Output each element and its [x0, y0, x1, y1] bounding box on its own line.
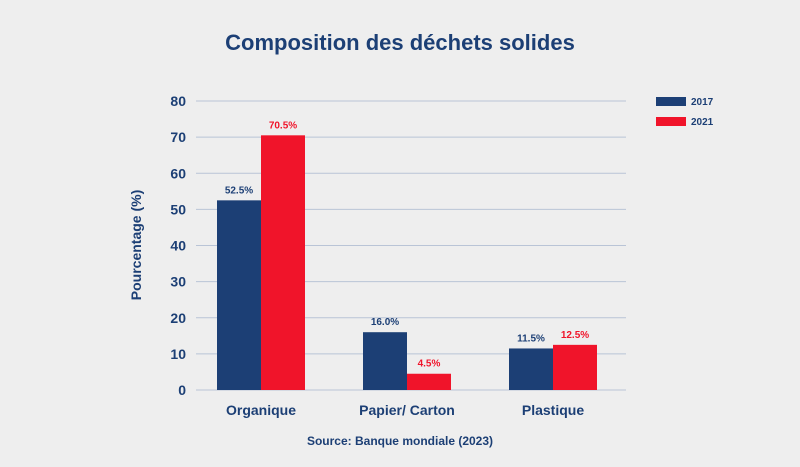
- bar-2017-papier-carton: [363, 332, 407, 390]
- data-label: 11.5%: [517, 333, 545, 344]
- data-label: 70.5%: [269, 120, 297, 131]
- data-label: 4.5%: [418, 359, 441, 370]
- y-tick-label: 30: [170, 274, 186, 290]
- bar-2017-organique: [217, 200, 261, 390]
- y-tick-label: 40: [170, 238, 186, 254]
- legend-label-2021: 2021: [691, 117, 714, 128]
- bar-2017-plastique: [509, 348, 553, 390]
- y-tick-label: 70: [170, 129, 186, 145]
- bar-2021-organique: [261, 135, 305, 390]
- legend-swatch-2017: [656, 97, 686, 106]
- legend-label-2017: 2017: [691, 97, 714, 108]
- source-note: Source: Banque mondiale (2023): [306, 434, 494, 448]
- chart-title: Composition des déchets solides: [225, 30, 575, 55]
- y-tick-label: 80: [170, 93, 186, 109]
- bar-2021-papier-carton: [407, 373, 451, 390]
- y-tick-label: 10: [170, 346, 186, 362]
- y-tick-label: 60: [170, 165, 186, 181]
- y-tick-label: 50: [170, 201, 186, 217]
- data-label: 52.5%: [225, 185, 253, 196]
- x-tick-label: Plastique: [522, 402, 584, 418]
- data-label: 16.0%: [371, 317, 399, 328]
- y-tick-label: 0: [178, 382, 186, 398]
- bar-2021-plastique: [553, 344, 597, 390]
- x-tick-label: Papier/ Carton: [359, 402, 455, 418]
- y-tick-label: 20: [170, 310, 186, 326]
- x-tick-label: Organique: [226, 402, 296, 418]
- y-axis-label: Pourcentage (%): [128, 190, 144, 300]
- data-label: 12.5%: [561, 330, 589, 341]
- legend-swatch-2021: [656, 117, 686, 126]
